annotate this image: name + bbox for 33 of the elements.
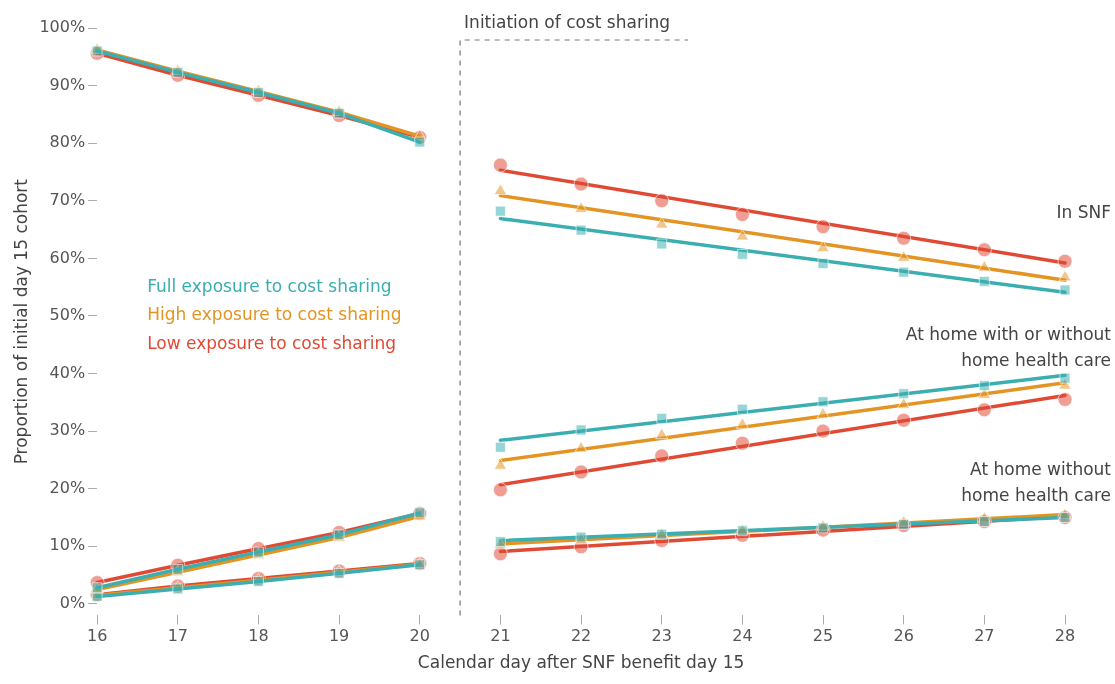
annotation: At home with or without home health care [905,323,1112,370]
y-tick-label: 60% [49,247,86,267]
text: Full exposure to cost sharing [147,275,392,296]
x-tick-label: 17 [167,626,188,646]
y-tick-label: 80% [49,132,86,152]
y-axis-title: Proportion of initial day 15 cohort [10,178,31,465]
x-tick-label: 19 [328,626,350,646]
y-tick-label: 100% [39,17,86,37]
text: High exposure to cost sharing [147,304,402,325]
x-tick-label: 16 [86,626,108,646]
x-tick-label: 26 [893,626,914,646]
y-tick-label: 90% [49,74,86,94]
y-tick-label: 20% [49,477,86,497]
y-tick-label: 30% [49,420,86,440]
annotation: At home without home health care [961,459,1112,506]
x-tick-label: 27 [974,626,995,646]
x-tick-label: 20 [409,626,430,646]
annotation: In SNF [1056,202,1111,223]
x-tick-label: 25 [812,626,834,646]
x-tick-label: 28 [1054,626,1076,646]
x-tick-label: 22 [570,626,592,646]
x-tick-label: 23 [651,626,672,646]
y-tick-label: 40% [49,362,86,382]
y-tick-label: 50% [49,305,86,325]
x-tick-label: 18 [248,626,269,646]
y-tick-label: 10% [49,535,86,555]
text: Low exposure to cost sharing [147,332,397,353]
x-tick-label: 21 [490,626,511,646]
ref-line-label: Initiation of cost sharing [464,11,671,32]
y-tick-label: 70% [49,189,86,209]
x-axis-title: Calendar day after SNF benefit day 15 [417,652,745,673]
x-tick-label: 24 [732,626,753,646]
y-tick-label: 0% [59,593,86,613]
